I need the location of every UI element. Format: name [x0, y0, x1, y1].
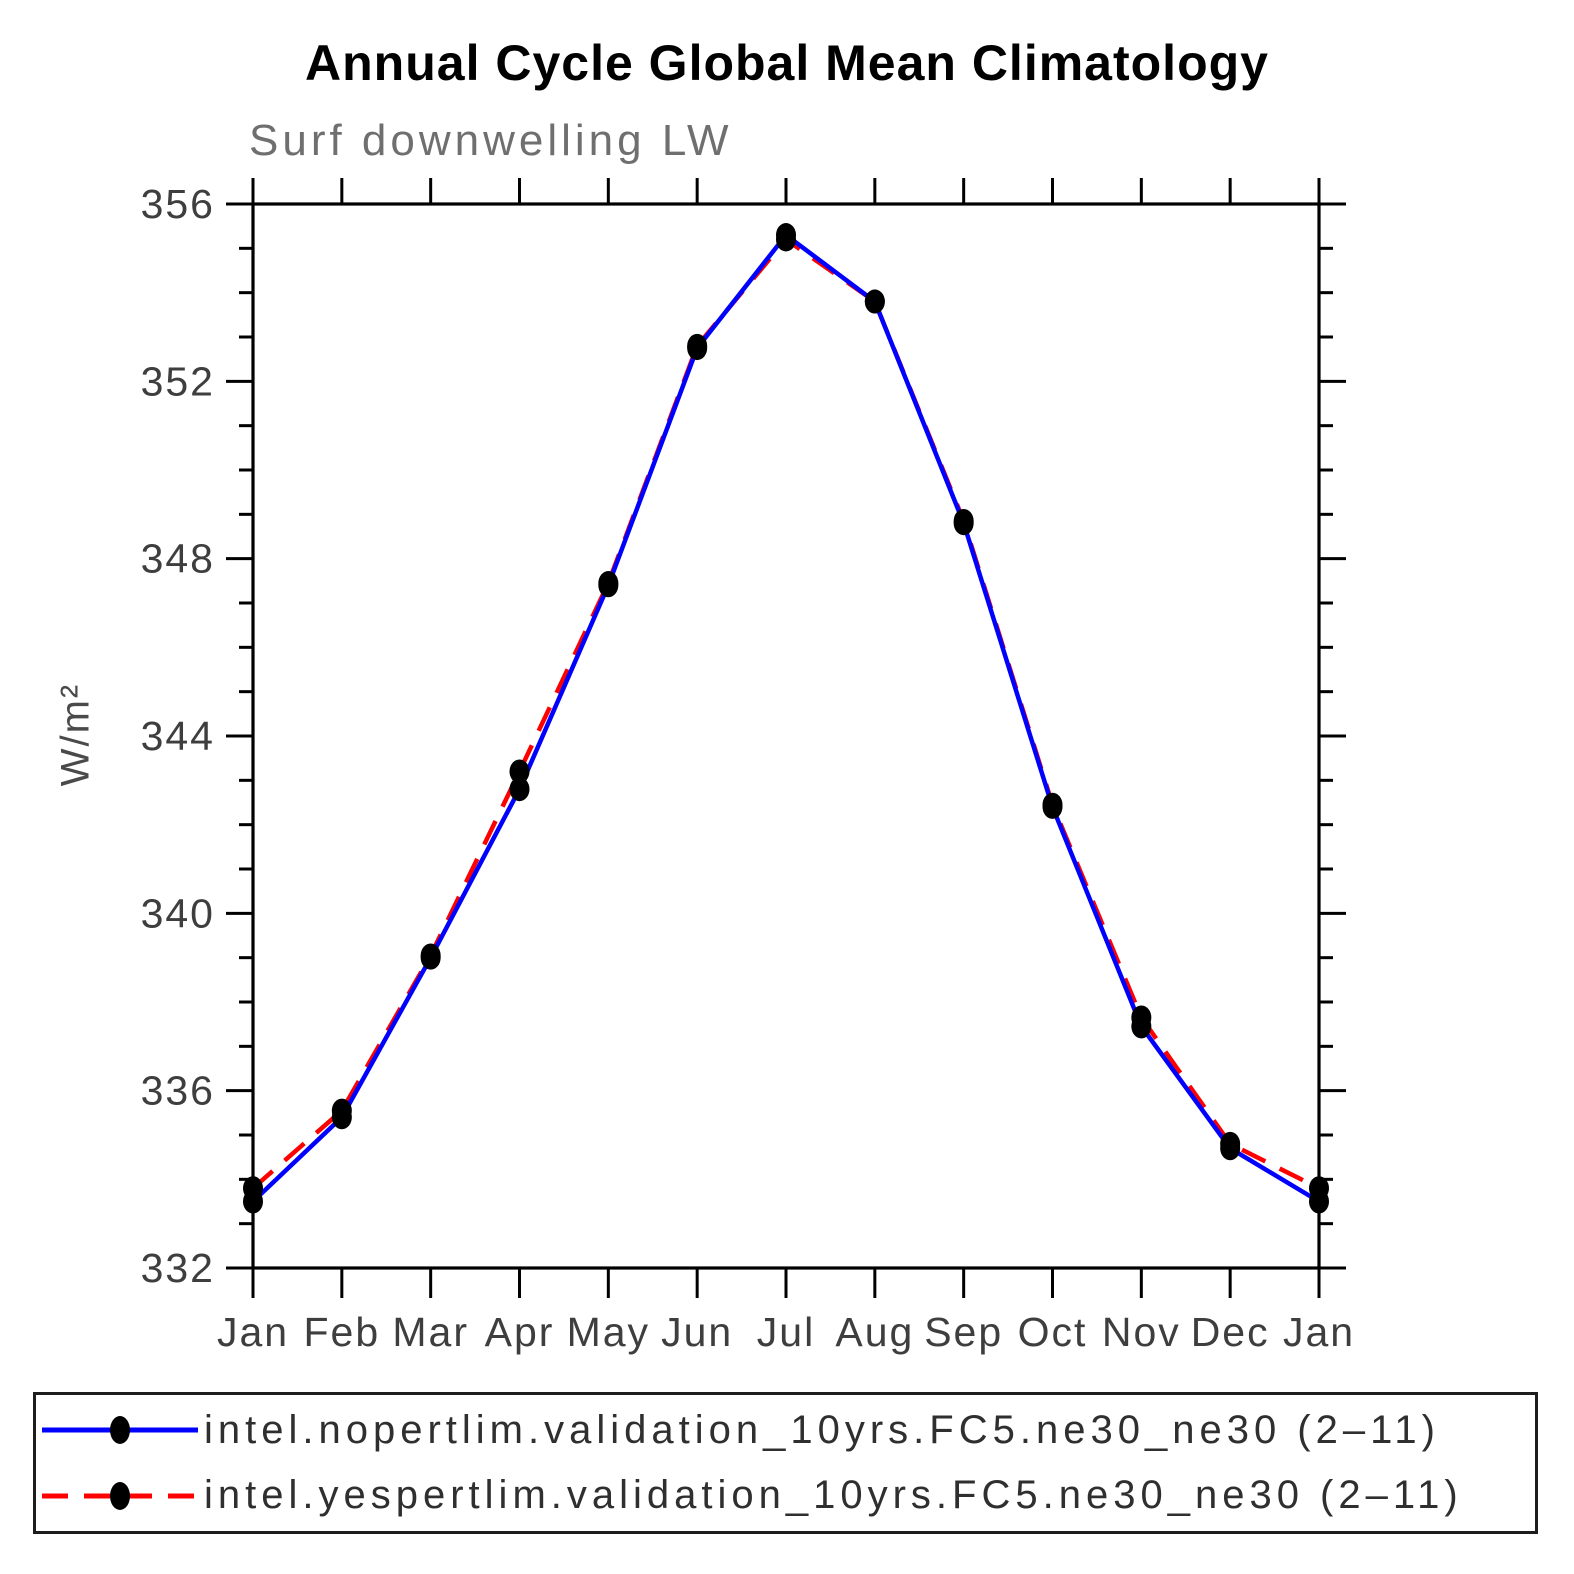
chart-title: Annual Cycle Global Mean Climatology — [305, 35, 1269, 91]
data-point-marker-yespertlim — [1220, 1131, 1241, 1156]
y-tick-label: 340 — [141, 890, 215, 936]
data-point-marker-yespertlim — [1309, 1176, 1329, 1201]
legend-line-sample-nopertlim — [42, 1416, 198, 1445]
data-point-marker-yespertlim — [953, 508, 974, 533]
legend-line-sample-yespertlim — [42, 1481, 198, 1510]
x-tick-label: Jan — [217, 1309, 289, 1355]
legend-item: intel.yespertlim.validation_10yrs.FC5.ne… — [36, 1466, 1535, 1526]
y-tick-label: 332 — [141, 1245, 215, 1291]
y-tick-label: 352 — [141, 358, 215, 404]
data-point-marker-yespertlim — [1131, 1005, 1152, 1030]
data-point-marker-yespertlim — [509, 759, 530, 784]
legend-marker-dot — [110, 1416, 130, 1445]
x-tick-label: Apr — [485, 1309, 555, 1355]
data-point-marker-yespertlim — [776, 227, 796, 252]
legend-label: intel.nopertlim.validation_10yrs.FC5.ne3… — [204, 1407, 1440, 1452]
data-point-marker-yespertlim — [864, 289, 885, 314]
legend-label: intel.yespertlim.validation_10yrs.FC5.ne… — [204, 1473, 1463, 1518]
x-tick-label: Nov — [1102, 1309, 1181, 1355]
series-line-nopertlim — [251, 232, 1321, 1204]
series-line-yespertlim — [251, 237, 1321, 1191]
y-tick-label: 336 — [141, 1068, 215, 1114]
legend-box: intel.nopertlim.validation_10yrs.FC5.ne3… — [33, 1392, 1538, 1534]
data-point-marker-yespertlim — [1042, 792, 1063, 817]
x-tick-label: Sep — [924, 1309, 1003, 1355]
data-point-marker-yespertlim — [243, 1176, 263, 1201]
legend-item: intel.nopertlim.validation_10yrs.FC5.ne3… — [36, 1400, 1535, 1460]
legend-marker-dot — [110, 1481, 130, 1510]
x-tick-label: Feb — [304, 1309, 381, 1355]
y-tick-label: 356 — [141, 181, 215, 227]
x-tick-label: Oct — [1018, 1309, 1088, 1355]
data-point-marker-yespertlim — [687, 333, 708, 358]
x-tick-label: Jul — [757, 1309, 815, 1355]
data-point-marker-yespertlim — [598, 571, 619, 596]
plot-frame — [251, 202, 1321, 1270]
data-point-marker-yespertlim — [420, 943, 441, 968]
plot-area: 332 336 340 344 348 352 356 Jan Feb Mar Apr May Jun J… — [141, 178, 1355, 1355]
y-tick-label: 348 — [141, 536, 215, 582]
x-tick-label: Aug — [835, 1309, 914, 1355]
data-point-marker-nopertlim — [509, 777, 530, 802]
x-tick-label: Jun — [661, 1309, 733, 1355]
x-tick-label: Jan — [1283, 1309, 1355, 1355]
x-tick-label: May — [567, 1309, 650, 1355]
x-tick-label: Mar — [392, 1309, 469, 1355]
chart-subtitle: Surf downwelling LW — [249, 116, 733, 165]
data-point-marker-yespertlim — [331, 1098, 352, 1123]
x-tick-label: Dec — [1191, 1309, 1270, 1355]
y-tick-label: 344 — [141, 713, 215, 759]
